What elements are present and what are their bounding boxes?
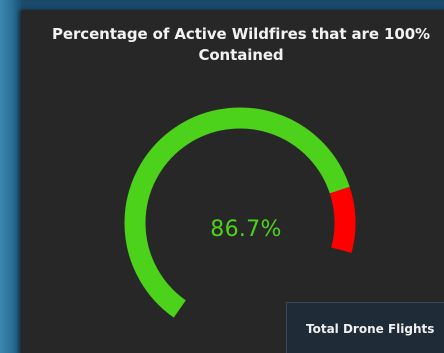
gauge-filled-arc [124, 107, 350, 318]
gauge-remaining-arc [329, 186, 356, 253]
total-drone-flights-title: Total Drone Flights [306, 322, 435, 336]
gauge-chart [124, 107, 356, 318]
gauge-value-label: 86.7% [210, 217, 282, 242]
gauge-card-title: Percentage of Active Wildfires that are … [52, 25, 430, 64]
total-drone-flights-card: Total Drone Flights [286, 302, 444, 353]
gauge-card: Percentage of Active Wildfires that are … [21, 10, 444, 353]
